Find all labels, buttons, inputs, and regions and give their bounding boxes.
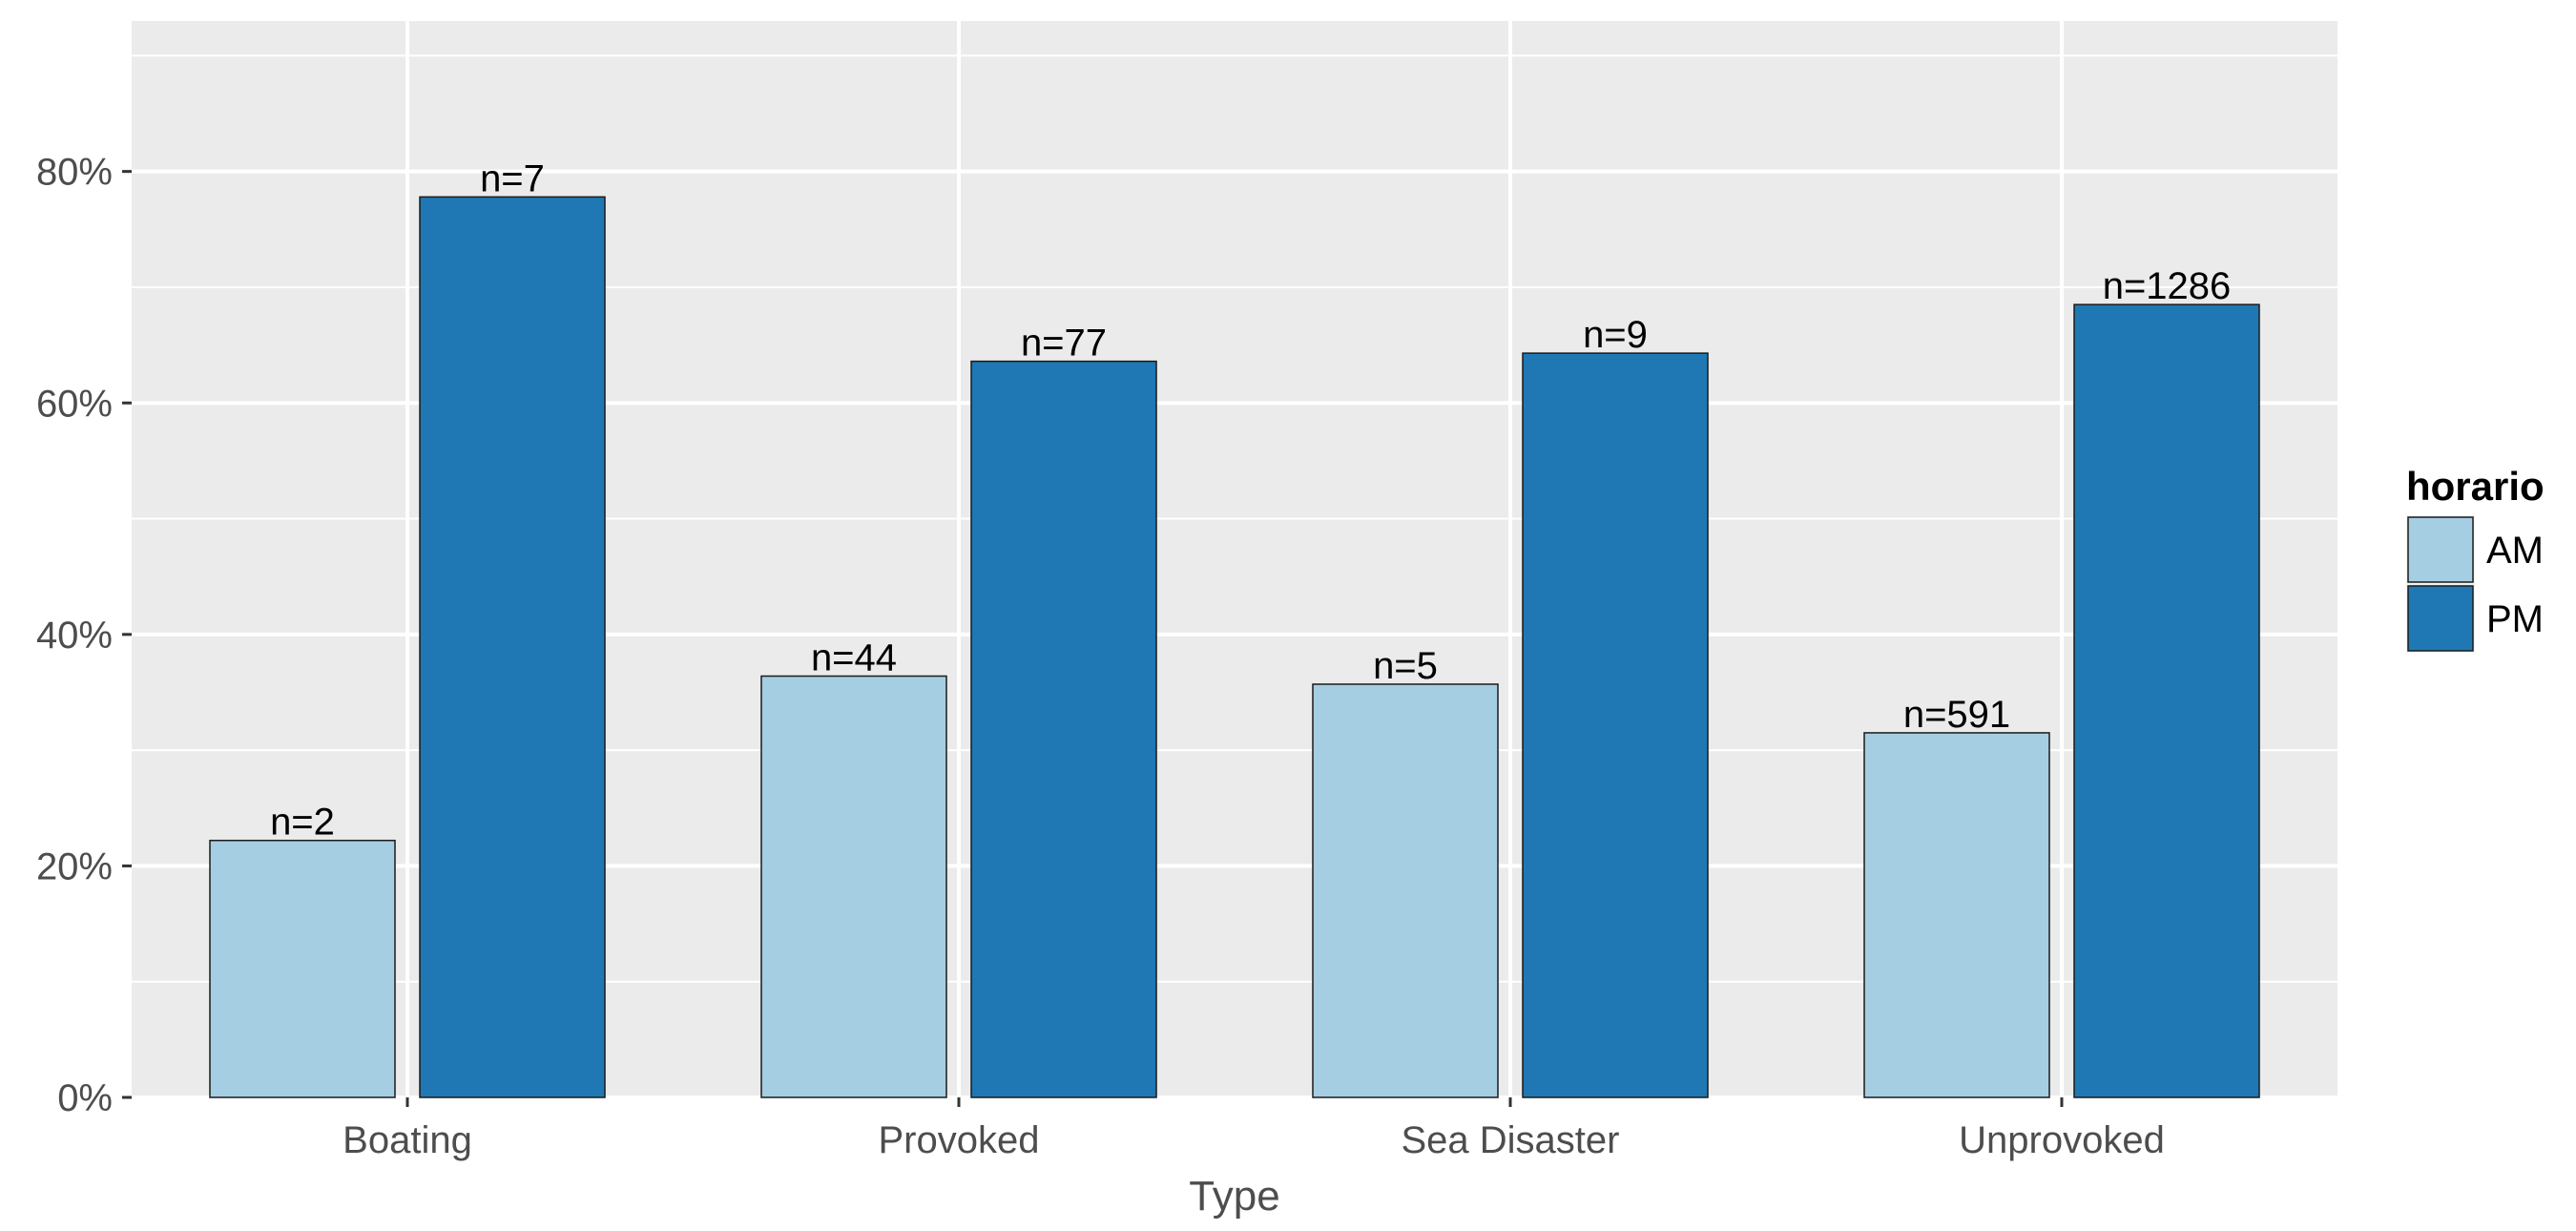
data-label: n=7 (480, 157, 545, 199)
legend: horario AM PM (2406, 464, 2545, 653)
y-tick-label: 80% (36, 152, 113, 194)
legend-label-pm: PM (2486, 598, 2544, 640)
data-label: n=2 (270, 802, 335, 844)
legend-label-am: AM (2486, 530, 2544, 572)
legend-items: AM PM (2406, 515, 2544, 653)
bars-layer (209, 196, 2260, 1098)
data-label: n=5 (1373, 645, 1438, 687)
bar-am-unprovoked (1863, 732, 2050, 1098)
x-tick-label: Boating (343, 1119, 472, 1161)
y-tick-label: 60% (36, 383, 113, 425)
bar-pm-unprovoked (2073, 303, 2260, 1098)
bar-am-provoked (760, 675, 947, 1098)
data-label: n=44 (811, 637, 897, 679)
bar-pm-sea-disaster (1522, 352, 1709, 1098)
legend-key-pm (2407, 585, 2474, 652)
data-labels-layer: n=2 n=44 n=5 n=591 n=7 n=77 n=9 n=1286 (270, 157, 2231, 843)
data-label: n=591 (1903, 694, 2010, 736)
x-axis-title: Type (1189, 1173, 1279, 1220)
x-tick-label: Provoked (879, 1119, 1040, 1161)
y-tick-label: 20% (36, 845, 113, 887)
y-tick-label: 40% (36, 615, 113, 657)
bar-am-sea-disaster (1312, 683, 1499, 1098)
bar-pm-boating (419, 196, 606, 1098)
x-tick-label: Sea Disaster (1402, 1119, 1620, 1161)
data-label: n=77 (1021, 323, 1107, 365)
x-axis: Boating Provoked Sea Disaster Unprovoked (343, 1097, 2165, 1161)
data-label: n=1286 (2103, 265, 2232, 307)
data-label: n=9 (1583, 314, 1648, 356)
x-tick-label: Unprovoked (1959, 1119, 2165, 1161)
legend-key-am (2407, 516, 2474, 583)
bar-pm-provoked (970, 360, 1157, 1098)
legend-title: horario (2406, 464, 2545, 509)
y-axis: 0% 20% 40% 60% 80% (36, 152, 132, 1119)
bar-am-boating (209, 839, 396, 1098)
y-tick-label: 0% (57, 1077, 113, 1119)
